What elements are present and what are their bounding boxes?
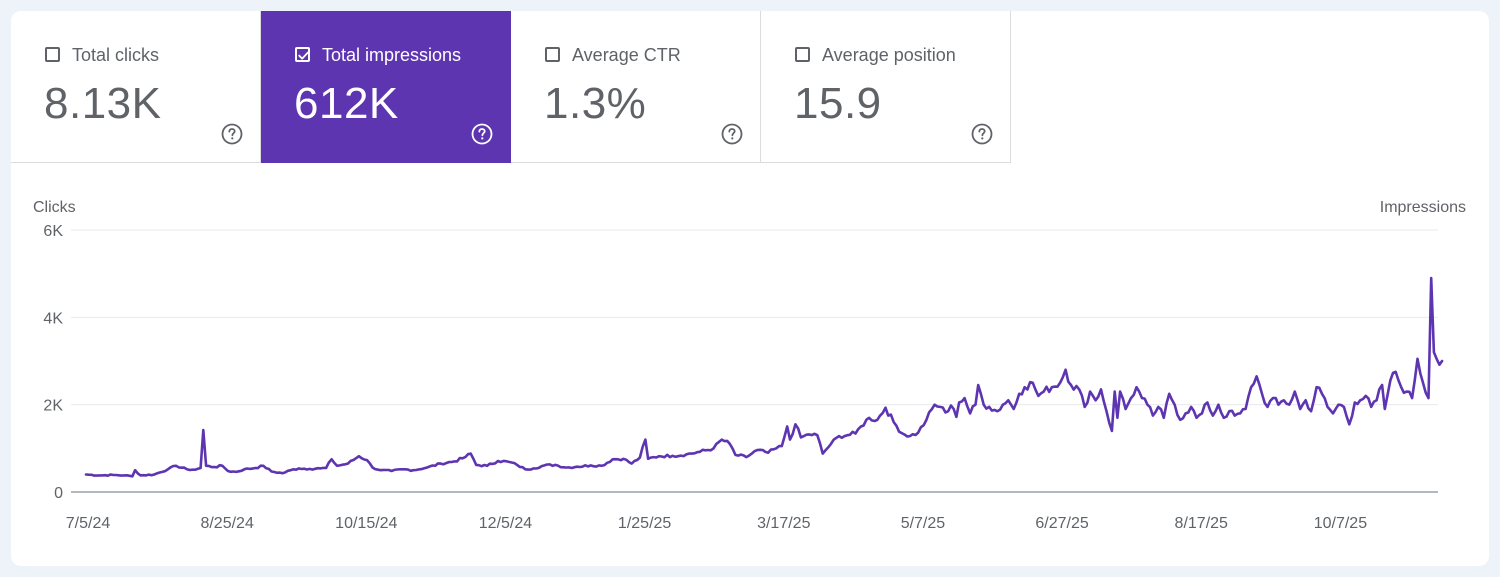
y-tick-label: 0 [54, 485, 63, 502]
metric-label: Total clicks [72, 45, 160, 65]
help-icon[interactable] [971, 123, 993, 145]
x-tick-label: 1/25/25 [618, 515, 671, 532]
metric-label: Average CTR [572, 45, 681, 65]
metric-tiles: Total clicks 8.13K Total impressions 612… [11, 11, 1011, 163]
checkbox-icon[interactable] [545, 47, 560, 62]
metric-tile-total-clicks[interactable]: Total clicks 8.13K [11, 11, 261, 163]
x-axis-ticks: 7/5/24 8/25/24 10/15/24 12/5/24 1/25/25 3/17/… [66, 515, 1367, 532]
y-axis-label-right: Impressions [1380, 199, 1466, 216]
x-tick-label: 6/27/25 [1035, 515, 1088, 532]
y-tick-label: 2K [43, 398, 63, 415]
impressions-chart[interactable]: Clicks Impressions 0 2K 4K 6K 7/5/24 8/25/24… [11, 11, 1489, 566]
help-icon[interactable] [221, 123, 243, 145]
y-tick-label: 6K [43, 223, 63, 240]
x-tick-label: 3/17/25 [757, 515, 810, 532]
x-tick-label: 8/17/25 [1175, 515, 1228, 532]
x-tick-label: 10/7/25 [1314, 515, 1367, 532]
metric-tile-average-position[interactable]: Average position 15.9 [761, 11, 1011, 163]
metric-label: Average position [822, 45, 956, 65]
help-icon[interactable] [471, 123, 493, 145]
checkbox-icon[interactable] [45, 47, 60, 62]
chart-gridlines [71, 229, 1438, 493]
y-axis-label-left: Clicks [33, 199, 76, 216]
metric-value: 8.13K [44, 79, 162, 128]
x-tick-label: 12/5/24 [479, 515, 532, 532]
metric-label: Total impressions [322, 45, 462, 65]
x-tick-label: 5/7/25 [901, 515, 946, 532]
y-tick-label: 4K [43, 310, 63, 327]
x-tick-label: 8/25/24 [200, 515, 253, 532]
performance-card: Total clicks 8.13K Total impressions 612… [11, 11, 1489, 566]
y-axis-ticks: 0 2K 4K 6K [43, 223, 63, 502]
checkbox-icon[interactable] [795, 47, 810, 62]
series-line-total-impressions[interactable] [84, 276, 1444, 478]
metric-value: 612K [294, 79, 399, 128]
checkbox-checked-icon[interactable] [295, 47, 310, 62]
metric-tile-average-ctr[interactable]: Average CTR 1.3% [511, 11, 761, 163]
help-icon[interactable] [721, 123, 743, 145]
metric-value: 1.3% [544, 79, 647, 128]
metric-value: 15.9 [794, 79, 882, 128]
x-tick-label: 10/15/24 [335, 515, 397, 532]
x-tick-label: 7/5/24 [66, 515, 111, 532]
metric-tile-total-impressions[interactable]: Total impressions 612K [261, 11, 511, 163]
